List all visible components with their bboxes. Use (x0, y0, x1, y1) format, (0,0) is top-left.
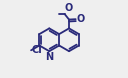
Text: N: N (45, 52, 53, 62)
Text: O: O (77, 14, 85, 24)
Text: O: O (65, 3, 73, 13)
Text: Cl: Cl (31, 45, 42, 55)
